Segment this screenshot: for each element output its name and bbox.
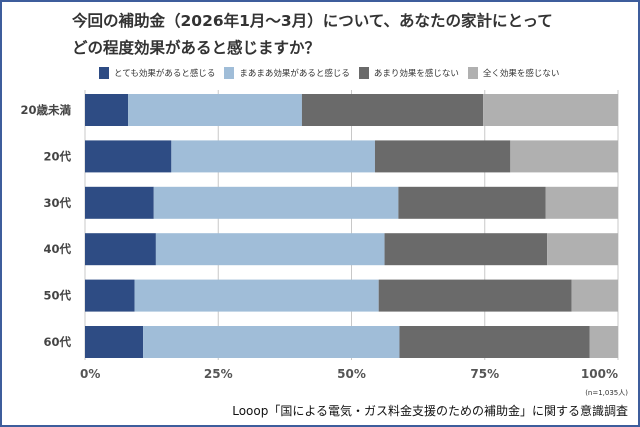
x-tick-label: 50% <box>337 367 366 381</box>
bar-segment <box>589 326 618 358</box>
category-label: 30代 <box>43 196 71 210</box>
x-tick-label: 0% <box>80 367 100 381</box>
legend-item: とても効果があると感じる <box>99 67 215 79</box>
bar-segment <box>153 186 399 219</box>
bar-segment <box>85 186 154 219</box>
legend-item: あまり効果を感じない <box>358 67 459 79</box>
legend-label: とても効果があると感じる <box>114 69 216 79</box>
category-label: 60代 <box>43 335 71 349</box>
bar-segment <box>85 233 156 266</box>
bar-segment <box>85 279 135 312</box>
bar-segment <box>143 326 400 358</box>
legend-swatch <box>358 67 369 79</box>
title-line-1: 今回の補助金（2026年1月～3月）について、あなたの家計にとって <box>72 12 553 30</box>
legend-label: あまり効果を感じない <box>373 69 459 79</box>
source-caption: Looop「国による電気・ガス料金支援のための補助金」に関する意識調査 <box>232 404 628 418</box>
category-label: 20歳未満 <box>20 103 71 117</box>
bar-segment <box>398 186 546 219</box>
x-tick-label: 100% <box>581 367 618 381</box>
category-label: 40代 <box>43 242 71 256</box>
bar-segment <box>155 233 385 266</box>
legend-swatch <box>99 67 109 79</box>
legend-swatch <box>224 67 235 79</box>
bar-segment <box>301 94 484 126</box>
bar-segment <box>510 140 618 173</box>
legend-swatch <box>467 67 478 79</box>
bar-segment <box>545 186 618 219</box>
bar-segment <box>378 279 572 312</box>
bar-segment <box>85 94 129 126</box>
bar-segment <box>571 279 618 312</box>
sample-size-note: (n=1,035人) <box>585 389 628 397</box>
category-label: 50代 <box>43 289 71 303</box>
legend-label: まあまあ効果があると感じる <box>239 69 350 79</box>
bar-segment <box>85 140 172 173</box>
bar-segment <box>483 94 618 126</box>
legend-item: まあまあ効果があると感じる <box>224 67 350 79</box>
x-tick-label: 25% <box>204 367 233 381</box>
bar-segment <box>547 233 618 266</box>
bar-segment <box>374 140 511 173</box>
bar-segment <box>171 140 375 173</box>
bar-segment <box>384 233 548 266</box>
category-label: 20代 <box>43 149 71 163</box>
bar-segment <box>399 326 590 358</box>
legend-label: 全く効果を感じない <box>482 69 560 79</box>
legend: とても効果があると感じる まあまあ効果があると感じる あまり効果を感じない 全く効果を… <box>99 67 559 79</box>
x-tick-label: 75% <box>470 367 499 381</box>
title-line-2: どの程度効果があると感じますか？ <box>72 39 321 57</box>
bar-segment <box>134 279 379 312</box>
bar-segment <box>128 94 302 126</box>
bar-segment <box>85 326 144 358</box>
chart-title: 今回の補助金（2026年1月～3月）について、あなたの家計にとって どの程度効果… <box>72 8 553 62</box>
legend-item: 全く効果を感じない <box>467 67 560 79</box>
